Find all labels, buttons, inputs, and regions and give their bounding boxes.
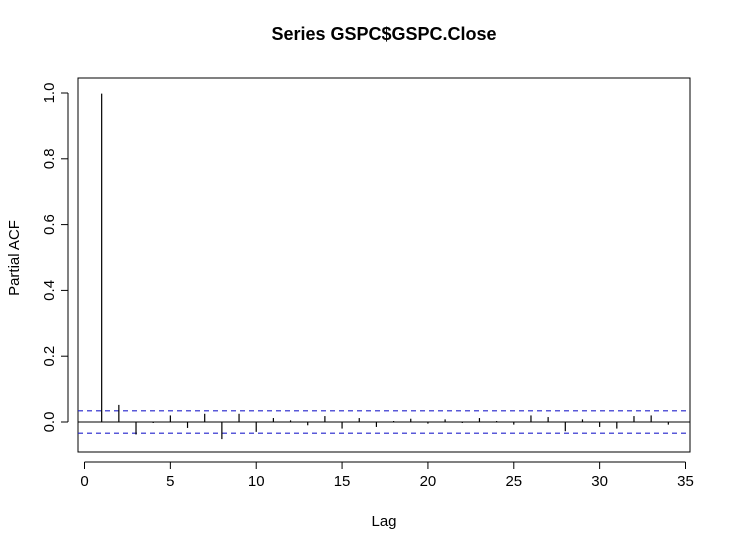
- y-tick-label-0-8: 0.8: [41, 148, 58, 169]
- x-tick-label-35: 35: [677, 473, 694, 490]
- chart-title: Series GSPC$GSPC.Close: [271, 24, 496, 44]
- x-tick-label-5: 5: [166, 473, 174, 490]
- y-axis-label: Partial ACF: [6, 220, 23, 296]
- y-tick-label-0-4: 0.4: [41, 280, 58, 301]
- y-tick-label-0-0: 0.0: [41, 412, 58, 433]
- plot-frame: [77, 77, 691, 453]
- x-tick-label-20: 20: [420, 473, 437, 490]
- x-tick-label-25: 25: [505, 473, 522, 490]
- y-tick-label-1-0: 1.0: [41, 83, 58, 104]
- y-tick-label-0-2: 0.2: [41, 346, 58, 367]
- x-tick-label-15: 15: [334, 473, 351, 490]
- x-axis-label: Lag: [371, 513, 396, 530]
- x-tick-label-0: 0: [80, 473, 88, 490]
- x-tick-label-30: 30: [591, 473, 608, 490]
- x-tick-label-10: 10: [248, 473, 265, 490]
- y-tick-label-0-6: 0.6: [41, 214, 58, 235]
